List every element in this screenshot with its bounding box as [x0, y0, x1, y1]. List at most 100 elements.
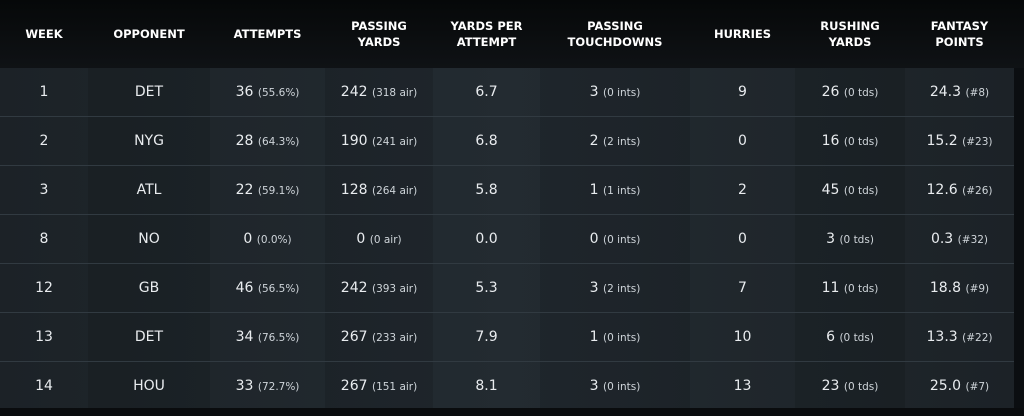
yards-per-attempt-cell: 5.3 [433, 263, 540, 313]
passing-yards-cell-detail: (318 air) [371, 87, 418, 99]
yards-per-attempt-cell: 0.0 [433, 214, 540, 264]
header-passing-yards[interactable]: PASSING YARDS [351, 19, 407, 49]
attempts-cell-detail: (64.3%) [257, 136, 300, 148]
opponent-cell: NO [88, 214, 210, 264]
header-fantasy-points[interactable]: FANTASY POINTS [930, 19, 989, 49]
header-hurries[interactable]: HURRIES [713, 27, 772, 41]
rushing-yards-cell-detail: (0 tds) [843, 185, 879, 197]
yards-per-attempt-cell: 8.1 [433, 361, 540, 410]
attempts-cell-value: 34 [235, 329, 254, 345]
passing-yards-cell-detail: (0 air) [369, 234, 402, 246]
rushing-yards-cell: 11 (0 tds) [795, 263, 905, 313]
yards-per-attempt-cell-value: 6.8 [475, 133, 498, 149]
fantasy-points-cell-value: 12.6 [926, 182, 958, 198]
passing-touchdowns-cell: 0 (0 ints) [540, 214, 690, 264]
attempts-cell-value: 28 [235, 133, 254, 149]
passing-yards-cell: 0 (0 air) [325, 214, 433, 264]
fantasy-points-cell-detail: (#32) [957, 234, 989, 246]
header-week[interactable]: WEEK [25, 27, 63, 41]
passing-touchdowns-cell: 3 (0 ints) [540, 68, 690, 117]
passing-touchdowns-cell-value: 3 [589, 280, 599, 296]
hurries-cell: 0 [690, 116, 795, 166]
yards-per-attempt-cell-value: 6.7 [475, 84, 498, 100]
rushing-yards-cell-value: 3 [826, 231, 835, 247]
rushing-yards-cell-value: 16 [821, 133, 840, 149]
header-yards-per-attempt[interactable]: YARDS PER ATTEMPT [450, 19, 523, 49]
passing-yards-cell-value: 242 [340, 84, 368, 100]
yards-per-attempt-cell: 7.9 [433, 312, 540, 362]
fantasy-points-cell-detail: (#26) [962, 185, 993, 197]
opponent-cell: GB [88, 263, 210, 313]
hurries-cell: 7 [690, 263, 795, 313]
attempts-cell: 46 (56.5%) [210, 263, 325, 313]
passing-touchdowns-cell: 3 (2 ints) [540, 263, 690, 313]
week-cell-value: 8 [39, 231, 49, 247]
opponent-cell-value: DET [134, 329, 164, 345]
opponent-cell-value: GB [138, 280, 160, 296]
passing-yards-cell: 242 (393 air) [325, 263, 433, 313]
hurries-cell: 13 [690, 361, 795, 410]
fantasy-points-cell-value: 13.3 [926, 329, 958, 345]
header-attempts[interactable]: ATTEMPTS [233, 27, 302, 41]
passing-touchdowns-cell-detail: (0 ints) [603, 381, 641, 393]
fantasy-points-cell-detail: (#22) [962, 332, 993, 344]
fantasy-points-cell-value: 25.0 [929, 378, 962, 394]
yards-per-attempt-cell: 6.7 [433, 68, 540, 117]
fantasy-points-cell-detail: (#8) [965, 87, 990, 99]
passing-yards-cell-value: 0 [356, 231, 366, 247]
table-row: 3 ATL 22 (59.1%) 128 (264 air) 5.8 1 (1 ints)… [0, 165, 1014, 215]
fantasy-points-cell-detail: (#7) [965, 381, 990, 393]
attempts-cell-value: 33 [235, 378, 254, 394]
week-cell: 8 [0, 214, 88, 264]
header-passing-touchdowns[interactable]: PASSING TOUCHDOWNS [567, 19, 663, 49]
passing-touchdowns-cell-value: 1 [589, 329, 599, 345]
fantasy-points-cell-detail: (#23) [962, 136, 993, 148]
passing-yards-cell: 242 (318 air) [325, 68, 433, 117]
passing-yards-cell-value: 128 [340, 182, 368, 198]
table-row: 12 GB 46 (56.5%) 242 (393 air) 5.3 3 (2 ints)… [0, 263, 1014, 313]
passing-yards-cell: 190 (241 air) [325, 116, 433, 166]
yards-per-attempt-cell-value: 5.3 [475, 280, 498, 296]
passing-touchdowns-cell: 1 (0 ints) [540, 312, 690, 362]
passing-touchdowns-cell: 1 (1 ints) [540, 165, 690, 215]
fantasy-points-cell: 0.3 (#32) [905, 214, 1014, 264]
hurries-cell-value: 0 [738, 133, 747, 149]
attempts-cell-value: 22 [235, 182, 254, 198]
fantasy-points-cell-value: 24.3 [929, 84, 962, 100]
passing-touchdowns-cell-value: 3 [589, 84, 599, 100]
fantasy-points-cell-value: 0.3 [930, 231, 954, 247]
attempts-cell-value: 36 [235, 84, 254, 100]
passing-touchdowns-cell-detail: (0 ints) [603, 87, 641, 99]
rushing-yards-cell: 3 (0 tds) [795, 214, 905, 264]
header-opponent[interactable]: OPPONENT [113, 27, 185, 41]
rushing-yards-cell: 6 (0 tds) [795, 312, 905, 362]
opponent-cell: NYG [88, 116, 210, 166]
rushing-yards-cell: 26 (0 tds) [795, 68, 905, 117]
week-cell-value: 3 [39, 182, 49, 198]
opponent-cell-value: DET [134, 84, 164, 100]
passing-touchdowns-cell-detail: (1 ints) [603, 185, 641, 197]
hurries-cell-value: 10 [733, 329, 752, 345]
attempts-cell: 33 (72.7%) [210, 361, 325, 410]
rushing-yards-cell-value: 45 [821, 182, 840, 198]
week-cell: 12 [0, 263, 88, 313]
passing-yards-cell-detail: (393 air) [371, 283, 418, 295]
attempts-cell-value: 0 [243, 231, 253, 247]
opponent-cell: ATL [88, 165, 210, 215]
passing-touchdowns-cell-value: 1 [589, 182, 599, 198]
rushing-yards-cell-detail: (0 tds) [843, 136, 879, 148]
attempts-cell: 36 (55.6%) [210, 68, 325, 117]
hurries-cell: 9 [690, 68, 795, 117]
hurries-cell: 10 [690, 312, 795, 362]
passing-yards-cell: 267 (233 air) [325, 312, 433, 362]
header-row: WEEK OPPONENT ATTEMPTS PASSING YARDS YAR… [0, 0, 1014, 68]
hurries-cell-value: 0 [738, 231, 747, 247]
attempts-cell-value: 46 [235, 280, 254, 296]
rushing-yards-cell-detail: (0 tds) [839, 332, 874, 344]
passing-yards-cell-value: 267 [340, 378, 368, 394]
passing-touchdowns-cell-value: 2 [589, 133, 599, 149]
fantasy-points-cell-detail: (#9) [965, 283, 990, 295]
week-cell-value: 12 [35, 280, 53, 296]
opponent-cell-value: NO [138, 231, 160, 247]
header-rushing-yards[interactable]: RUSHING YARDS [820, 19, 880, 49]
